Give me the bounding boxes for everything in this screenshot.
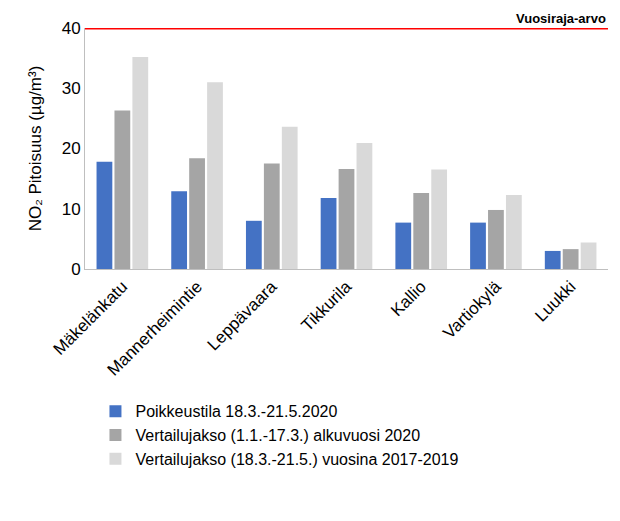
svg-text:Vartiokylä: Vartiokylä xyxy=(439,277,505,343)
svg-text:Poikkeustila 18.3.-21.5.2020: Poikkeustila 18.3.-21.5.2020 xyxy=(135,403,337,420)
svg-text:Vertailujakso (18.3.-21.5.) vu: Vertailujakso (18.3.-21.5.) vuosina 2017… xyxy=(135,451,458,468)
svg-text:Luukki: Luukki xyxy=(531,277,579,325)
svg-text:Tikkurila: Tikkurila xyxy=(298,277,356,335)
svg-text:Mannerheimintie: Mannerheimintie xyxy=(104,277,206,379)
svg-text:40: 40 xyxy=(62,19,81,38)
svg-text:Vertailujakso (1.1.-17.3.) alk: Vertailujakso (1.1.-17.3.) alkuvuosi 202… xyxy=(135,427,420,444)
svg-text:Mäkelänkatu: Mäkelänkatu xyxy=(50,277,132,359)
svg-text:20: 20 xyxy=(62,139,81,158)
svg-text:10: 10 xyxy=(62,200,81,219)
svg-text:Kallio: Kallio xyxy=(387,277,430,320)
svg-text:0: 0 xyxy=(71,260,80,279)
svg-text:Vuosiraja-arvo: Vuosiraja-arvo xyxy=(516,11,606,26)
svg-text:30: 30 xyxy=(62,79,81,98)
svg-text:NO₂ Pitoisuus (µg/m³): NO₂ Pitoisuus (µg/m³) xyxy=(26,66,45,232)
svg-text:Leppävaara: Leppävaara xyxy=(204,277,281,354)
